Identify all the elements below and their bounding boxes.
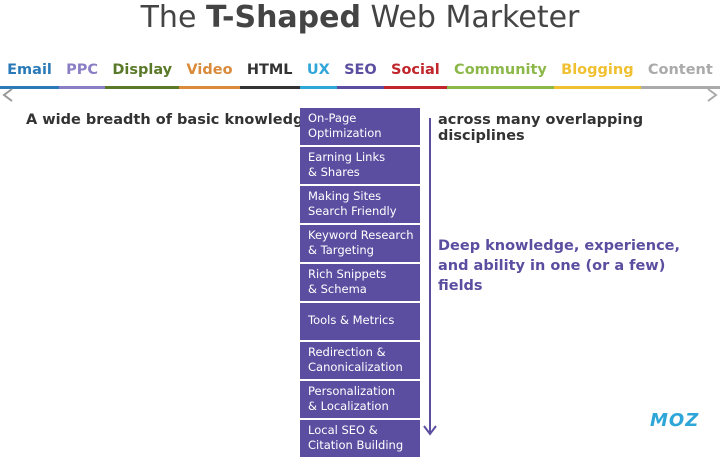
title-emphasis: T-Shaped: [205, 0, 361, 35]
breadth-arrow: [2, 88, 718, 102]
title: The T-Shaped Web Marketer: [0, 0, 720, 35]
skill-line: Canonicalization: [308, 360, 403, 374]
skill-line: & Localization: [308, 399, 389, 413]
skill-box: Personalization & Localization: [300, 381, 420, 418]
skill-line: On-Page: [308, 111, 357, 125]
discipline: Blogging: [554, 62, 641, 89]
discipline: UX: [299, 62, 337, 89]
depth-arrow: [423, 118, 437, 436]
discipline: Video: [179, 62, 240, 89]
caption-line: fields: [438, 278, 483, 294]
discipline: HTML: [239, 62, 300, 89]
skill-line: & Schema: [308, 282, 367, 296]
skill-box: Earning Links & Shares: [300, 147, 420, 184]
disciplines: Email PPC Display Video HTML UX SEO Social Commu…: [0, 62, 720, 89]
skill-line: Keyword Research: [308, 228, 414, 242]
breadth-left: A wide breadth of basic knowledge: [26, 112, 314, 128]
skill-line: Local SEO &: [308, 423, 378, 437]
discipline: PPC: [59, 62, 106, 89]
skill-line: Tools & Metrics: [308, 313, 395, 327]
discipline: SEO: [336, 62, 384, 89]
skill-box: Tools & Metrics: [300, 303, 420, 340]
title-suffix: Web Marketer: [370, 0, 580, 35]
discipline: Display: [105, 62, 180, 89]
skill-box: Local SEO & Citation Building: [300, 420, 420, 457]
skill-box: Rich Snippets & Schema: [300, 264, 420, 301]
discipline: Community: [446, 62, 555, 89]
breadth-right: across many overlapping disciplines: [438, 112, 644, 144]
title-prefix: The: [140, 0, 197, 35]
skill-line: Personalization: [308, 384, 396, 398]
skill-line: Citation Building: [308, 438, 404, 452]
caption-line: Deep knowledge, experience,: [438, 238, 681, 254]
skill-box: Making Sites Search Friendly: [300, 186, 420, 223]
skill-line: Search Friendly: [308, 204, 397, 218]
skill-line: Making Sites: [308, 189, 382, 203]
skill-box: Keyword Research & Targeting: [300, 225, 420, 262]
discipline: Social: [383, 62, 447, 89]
skill-line: & Targeting: [308, 243, 374, 257]
discipline: Content: [640, 62, 720, 89]
skill-box: Redirection & Canonicalization: [300, 342, 420, 379]
discipline: Email: [0, 62, 60, 89]
caption-line: and ability in one (or a few): [438, 258, 666, 274]
arrow-head-right: [707, 88, 718, 102]
skill-line: Redirection &: [308, 345, 386, 359]
skill-line: Earning Links: [308, 150, 386, 164]
skill-box: On-Page Optimization: [300, 108, 420, 145]
logo: MOZ: [650, 410, 700, 431]
arrow-head-left: [2, 88, 13, 102]
skill-line: & Shares: [308, 165, 360, 179]
depth-caption: Deep knowledge, experience, and ability i…: [438, 236, 680, 296]
depth-stack: On-Page Optimization Earning Links & Shares…: [300, 108, 420, 459]
skill-line: Optimization: [308, 126, 382, 140]
skill-line: Rich Snippets: [308, 267, 387, 281]
